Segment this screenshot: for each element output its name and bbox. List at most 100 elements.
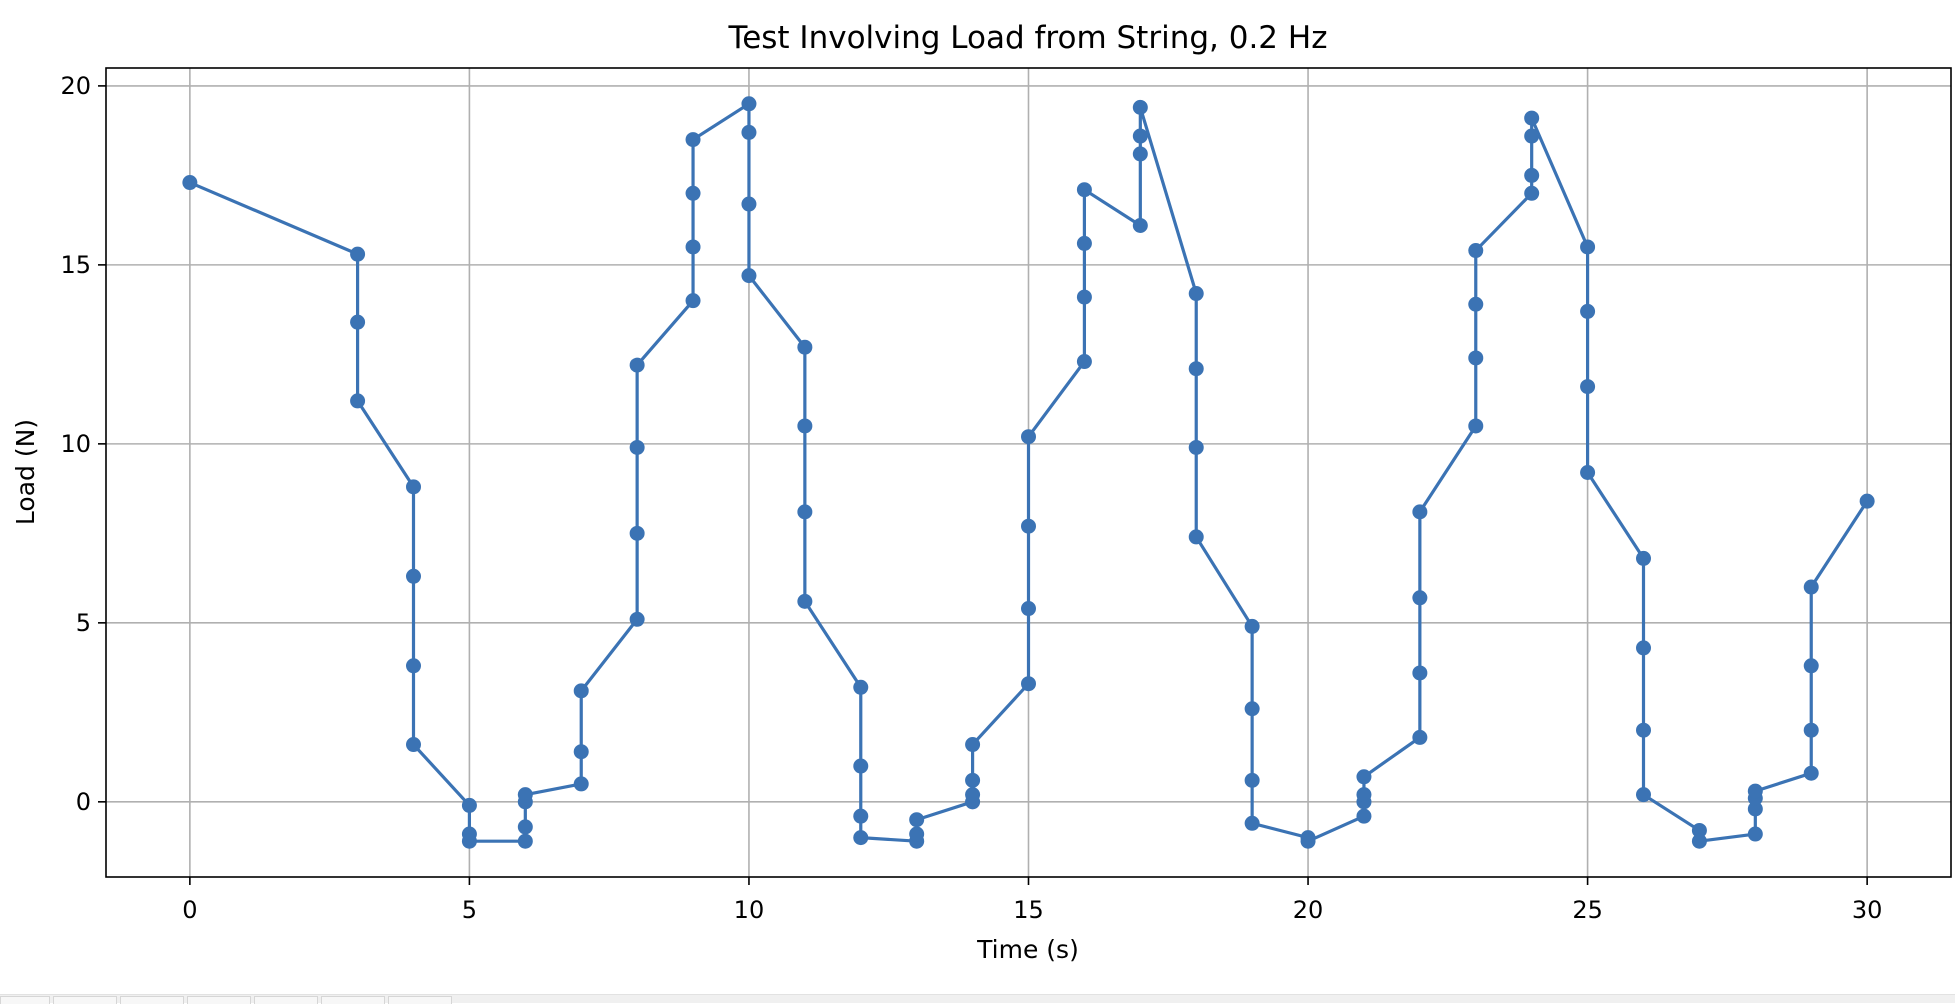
x-tick-label: 15 [1013, 896, 1044, 924]
data-point [629, 357, 645, 373]
data-point [965, 772, 981, 788]
data-point [1468, 350, 1484, 366]
data-point [573, 683, 589, 699]
data-point [350, 393, 366, 409]
data-point [685, 293, 701, 309]
data-point [741, 124, 757, 140]
data-point [685, 239, 701, 255]
data-point [965, 737, 981, 753]
data-point [1244, 618, 1260, 634]
data-point [1636, 640, 1651, 656]
strip-tab [0, 996, 50, 1004]
data-point [1468, 243, 1484, 259]
window-bottom-strip [0, 994, 1955, 1004]
y-tick-label: 0 [76, 788, 91, 816]
chart-title: Test Involving Load from String, 0.2 Hz [728, 20, 1328, 56]
strip-tab [321, 996, 385, 1004]
x-axis-label: Time (s) [976, 935, 1079, 964]
series-line [188, 102, 1869, 843]
x-tick-label: 0 [182, 896, 197, 924]
strip-tab [388, 996, 452, 1004]
data-point [1300, 833, 1316, 849]
data-point [1132, 218, 1148, 234]
data-point [1021, 429, 1036, 445]
data-point [853, 808, 869, 824]
data-point [1188, 439, 1204, 455]
data-point [853, 830, 869, 846]
x-tick-label: 25 [1572, 896, 1603, 924]
data-point [741, 268, 757, 284]
data-point [1468, 296, 1484, 312]
data-point [1803, 765, 1819, 781]
data-point [406, 568, 421, 584]
data-point [853, 679, 869, 695]
data-point [1412, 590, 1428, 606]
data-point [797, 504, 813, 520]
data-point [1580, 303, 1596, 319]
data-point [1412, 504, 1428, 520]
data-point [629, 525, 645, 541]
y-tick-label: 20 [60, 72, 91, 100]
data-point [629, 439, 645, 455]
data-point [1524, 167, 1540, 183]
data-point [1636, 722, 1651, 738]
data-point [350, 314, 366, 330]
data-point [741, 96, 757, 112]
data-point [406, 479, 421, 495]
x-tick-label: 30 [1852, 896, 1883, 924]
data-point [1747, 826, 1763, 842]
data-point [1636, 787, 1651, 803]
data-point [350, 246, 366, 262]
data-point [573, 744, 589, 760]
data-point [1859, 493, 1875, 509]
data-point [909, 826, 925, 842]
data-point [1468, 418, 1484, 434]
data-point [797, 339, 813, 355]
data-point [797, 593, 813, 609]
y-tick-label: 15 [60, 251, 91, 279]
data-point [1747, 783, 1763, 799]
data-point [1244, 772, 1260, 788]
data-point [461, 797, 477, 813]
data-point [1076, 235, 1092, 251]
data-point [517, 819, 533, 835]
data-point [1803, 658, 1819, 674]
data-point [1747, 801, 1763, 817]
series-0 [182, 96, 1875, 849]
data-point [1803, 722, 1819, 738]
y-tick-label: 5 [76, 609, 91, 637]
data-point [965, 787, 981, 803]
data-point [1412, 665, 1428, 681]
data-point [853, 758, 869, 774]
data-point [685, 185, 701, 201]
data-point [1076, 182, 1092, 198]
data-point [1691, 833, 1707, 849]
data-point [629, 611, 645, 627]
data-point [1691, 822, 1707, 838]
x-tick-label: 5 [462, 896, 477, 924]
data-point [1580, 465, 1596, 480]
y-axis-label: Load (N) [11, 419, 40, 525]
data-point [1188, 529, 1204, 545]
data-point [517, 787, 533, 803]
data-point [406, 737, 421, 753]
data-point [406, 658, 421, 674]
data-point [573, 776, 589, 792]
data-point [1188, 361, 1204, 377]
data-point [1356, 769, 1372, 785]
data-point [1356, 808, 1372, 824]
data-point [797, 418, 813, 434]
data-point [1021, 518, 1036, 534]
data-point [685, 132, 701, 148]
data-point [1244, 815, 1260, 831]
data-point [1524, 185, 1540, 201]
data-point [1021, 601, 1036, 617]
data-point [1803, 579, 1819, 595]
data-point [182, 175, 198, 191]
data-point [909, 812, 925, 828]
data-point [1580, 379, 1596, 395]
data-point [1356, 787, 1372, 803]
strip-tab [120, 996, 184, 1004]
data-point [1132, 146, 1148, 162]
strip-tab [53, 996, 117, 1004]
